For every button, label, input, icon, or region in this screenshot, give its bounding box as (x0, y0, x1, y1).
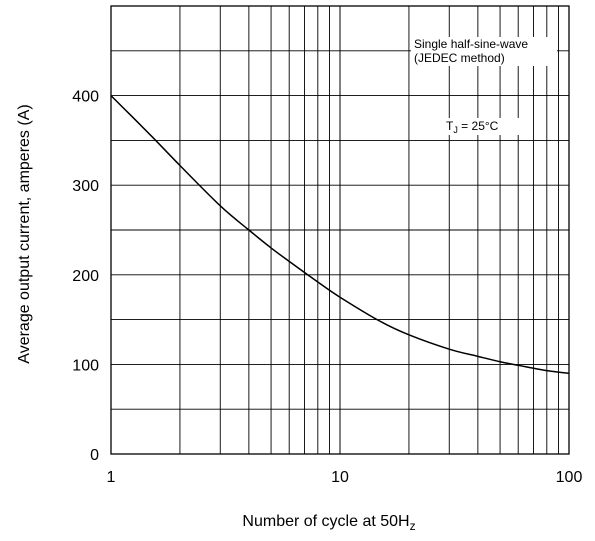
x-tick-label: 100 (556, 469, 583, 486)
tj-suffix: = 25°C (458, 119, 499, 133)
x-tick-label: 1 (107, 469, 116, 486)
y-tick-label: 200 (72, 268, 99, 285)
tick-labels: 1 10 100 0 100 200 300 400 (72, 89, 582, 486)
method-annotation-line2: (JEDEC method) (414, 51, 505, 65)
method-annotation-line1: Single half-sine-wave (414, 37, 528, 51)
y-axis-label: Average output current, amperes (A) (16, 104, 33, 363)
x-tick-label: 10 (331, 469, 349, 486)
x-axis-label-sub: z (410, 519, 416, 533)
y-tick-label: 300 (72, 178, 99, 195)
y-tick-label: 400 (72, 89, 99, 106)
y-tick-label: 100 (72, 357, 99, 374)
grid-lines (111, 6, 569, 454)
x-axis-label: Number of cycle at 50Hz (242, 513, 415, 533)
x-axis-label-main: Number of cycle at 50H (242, 513, 409, 530)
y-tick-label: 0 (90, 447, 99, 464)
